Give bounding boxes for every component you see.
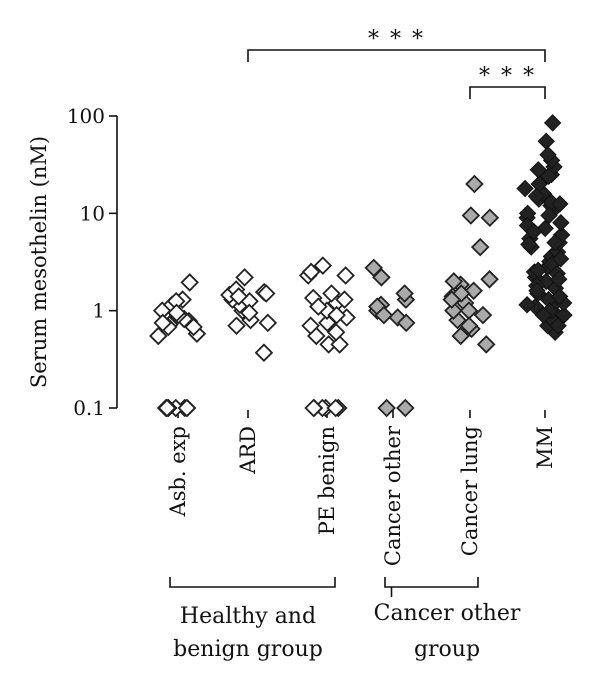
data-point [313, 256, 333, 275]
data-point [442, 290, 462, 309]
data-point [537, 132, 555, 150]
data-point [180, 273, 199, 292]
group-label: Healthy and [180, 604, 316, 629]
significance-bracket [247, 49, 546, 62]
data-point [301, 316, 320, 336]
data-point [229, 287, 248, 306]
data-point [529, 161, 548, 179]
data-point [227, 316, 246, 336]
x-tick-label: ARD [236, 426, 260, 475]
y-tick-label: 1 [92, 299, 105, 323]
group-label: group [414, 637, 480, 662]
data-point [525, 222, 543, 241]
data-point [372, 268, 391, 287]
data-point [516, 179, 534, 198]
data-point [444, 272, 464, 291]
data-point [461, 206, 481, 225]
data-point [476, 335, 496, 354]
data-point [546, 233, 564, 252]
data-point [480, 208, 500, 228]
data-point [473, 305, 493, 325]
group-label: Cancer other [374, 601, 521, 626]
data-point [465, 174, 484, 194]
data-point [336, 266, 355, 285]
data-point [543, 114, 562, 132]
data-point [184, 317, 203, 337]
data-point [518, 296, 536, 314]
data-point [309, 297, 328, 316]
data-point [551, 195, 569, 213]
data-point [322, 284, 341, 303]
data-point [550, 287, 569, 306]
data-point [520, 235, 538, 254]
data-point [464, 281, 483, 301]
group-bracket [384, 577, 479, 588]
data-point [539, 146, 557, 164]
group-bracket [169, 577, 336, 588]
data-point [374, 305, 394, 325]
significance-bracket [469, 86, 546, 99]
data-point [470, 237, 490, 257]
data-point [551, 250, 570, 268]
significance-label: * * * [479, 64, 536, 89]
data-point [480, 270, 499, 289]
y-tick-label: 100 [67, 104, 105, 128]
group-label: benign group [173, 637, 323, 662]
data-point [167, 303, 186, 323]
data-point [459, 316, 479, 336]
x-tick-label: PE benign [315, 426, 339, 535]
y-tick-label: 0.1 [73, 396, 105, 420]
data-point [396, 398, 415, 418]
data-point [539, 167, 558, 186]
data-points [149, 114, 573, 418]
data-point [335, 290, 354, 309]
data-point [177, 398, 197, 418]
data-point [527, 187, 546, 205]
data-point [301, 262, 321, 282]
y-axis-label: Serum mesothelin (nM) [27, 136, 51, 388]
data-point [157, 398, 177, 418]
significance-label: * * * [368, 27, 425, 52]
x-tick-label: Cancer lung [458, 426, 482, 556]
data-point [552, 214, 570, 232]
data-point [258, 313, 278, 333]
data-point [153, 313, 173, 333]
data-point [451, 326, 470, 346]
data-point [240, 303, 259, 323]
data-point [149, 326, 168, 346]
y-tick-label: 10 [80, 201, 105, 225]
data-point [529, 261, 547, 279]
data-point [326, 398, 345, 418]
data-point [254, 343, 274, 362]
data-point [395, 284, 414, 303]
x-tick-label: MM [533, 426, 557, 469]
data-point [444, 301, 463, 320]
data-point [327, 305, 346, 325]
data-point [304, 398, 323, 418]
data-point [235, 268, 254, 287]
data-point [528, 282, 546, 300]
x-tick-label: Asb. exp [166, 426, 190, 517]
data-point [534, 306, 553, 324]
data-point [377, 398, 396, 418]
axes: 0.1 1 10 100 Asb. exp ARD PE benign Cancer othe… [67, 104, 557, 566]
data-point [326, 322, 346, 342]
x-tick-label: Cancer other [381, 425, 405, 566]
data-point [396, 313, 416, 333]
data-point [550, 270, 568, 289]
data-point [256, 284, 276, 303]
data-point [540, 206, 558, 225]
annotations: * * * * * * Healthy and benign group Cancer … [169, 27, 546, 662]
data-point [549, 317, 567, 335]
